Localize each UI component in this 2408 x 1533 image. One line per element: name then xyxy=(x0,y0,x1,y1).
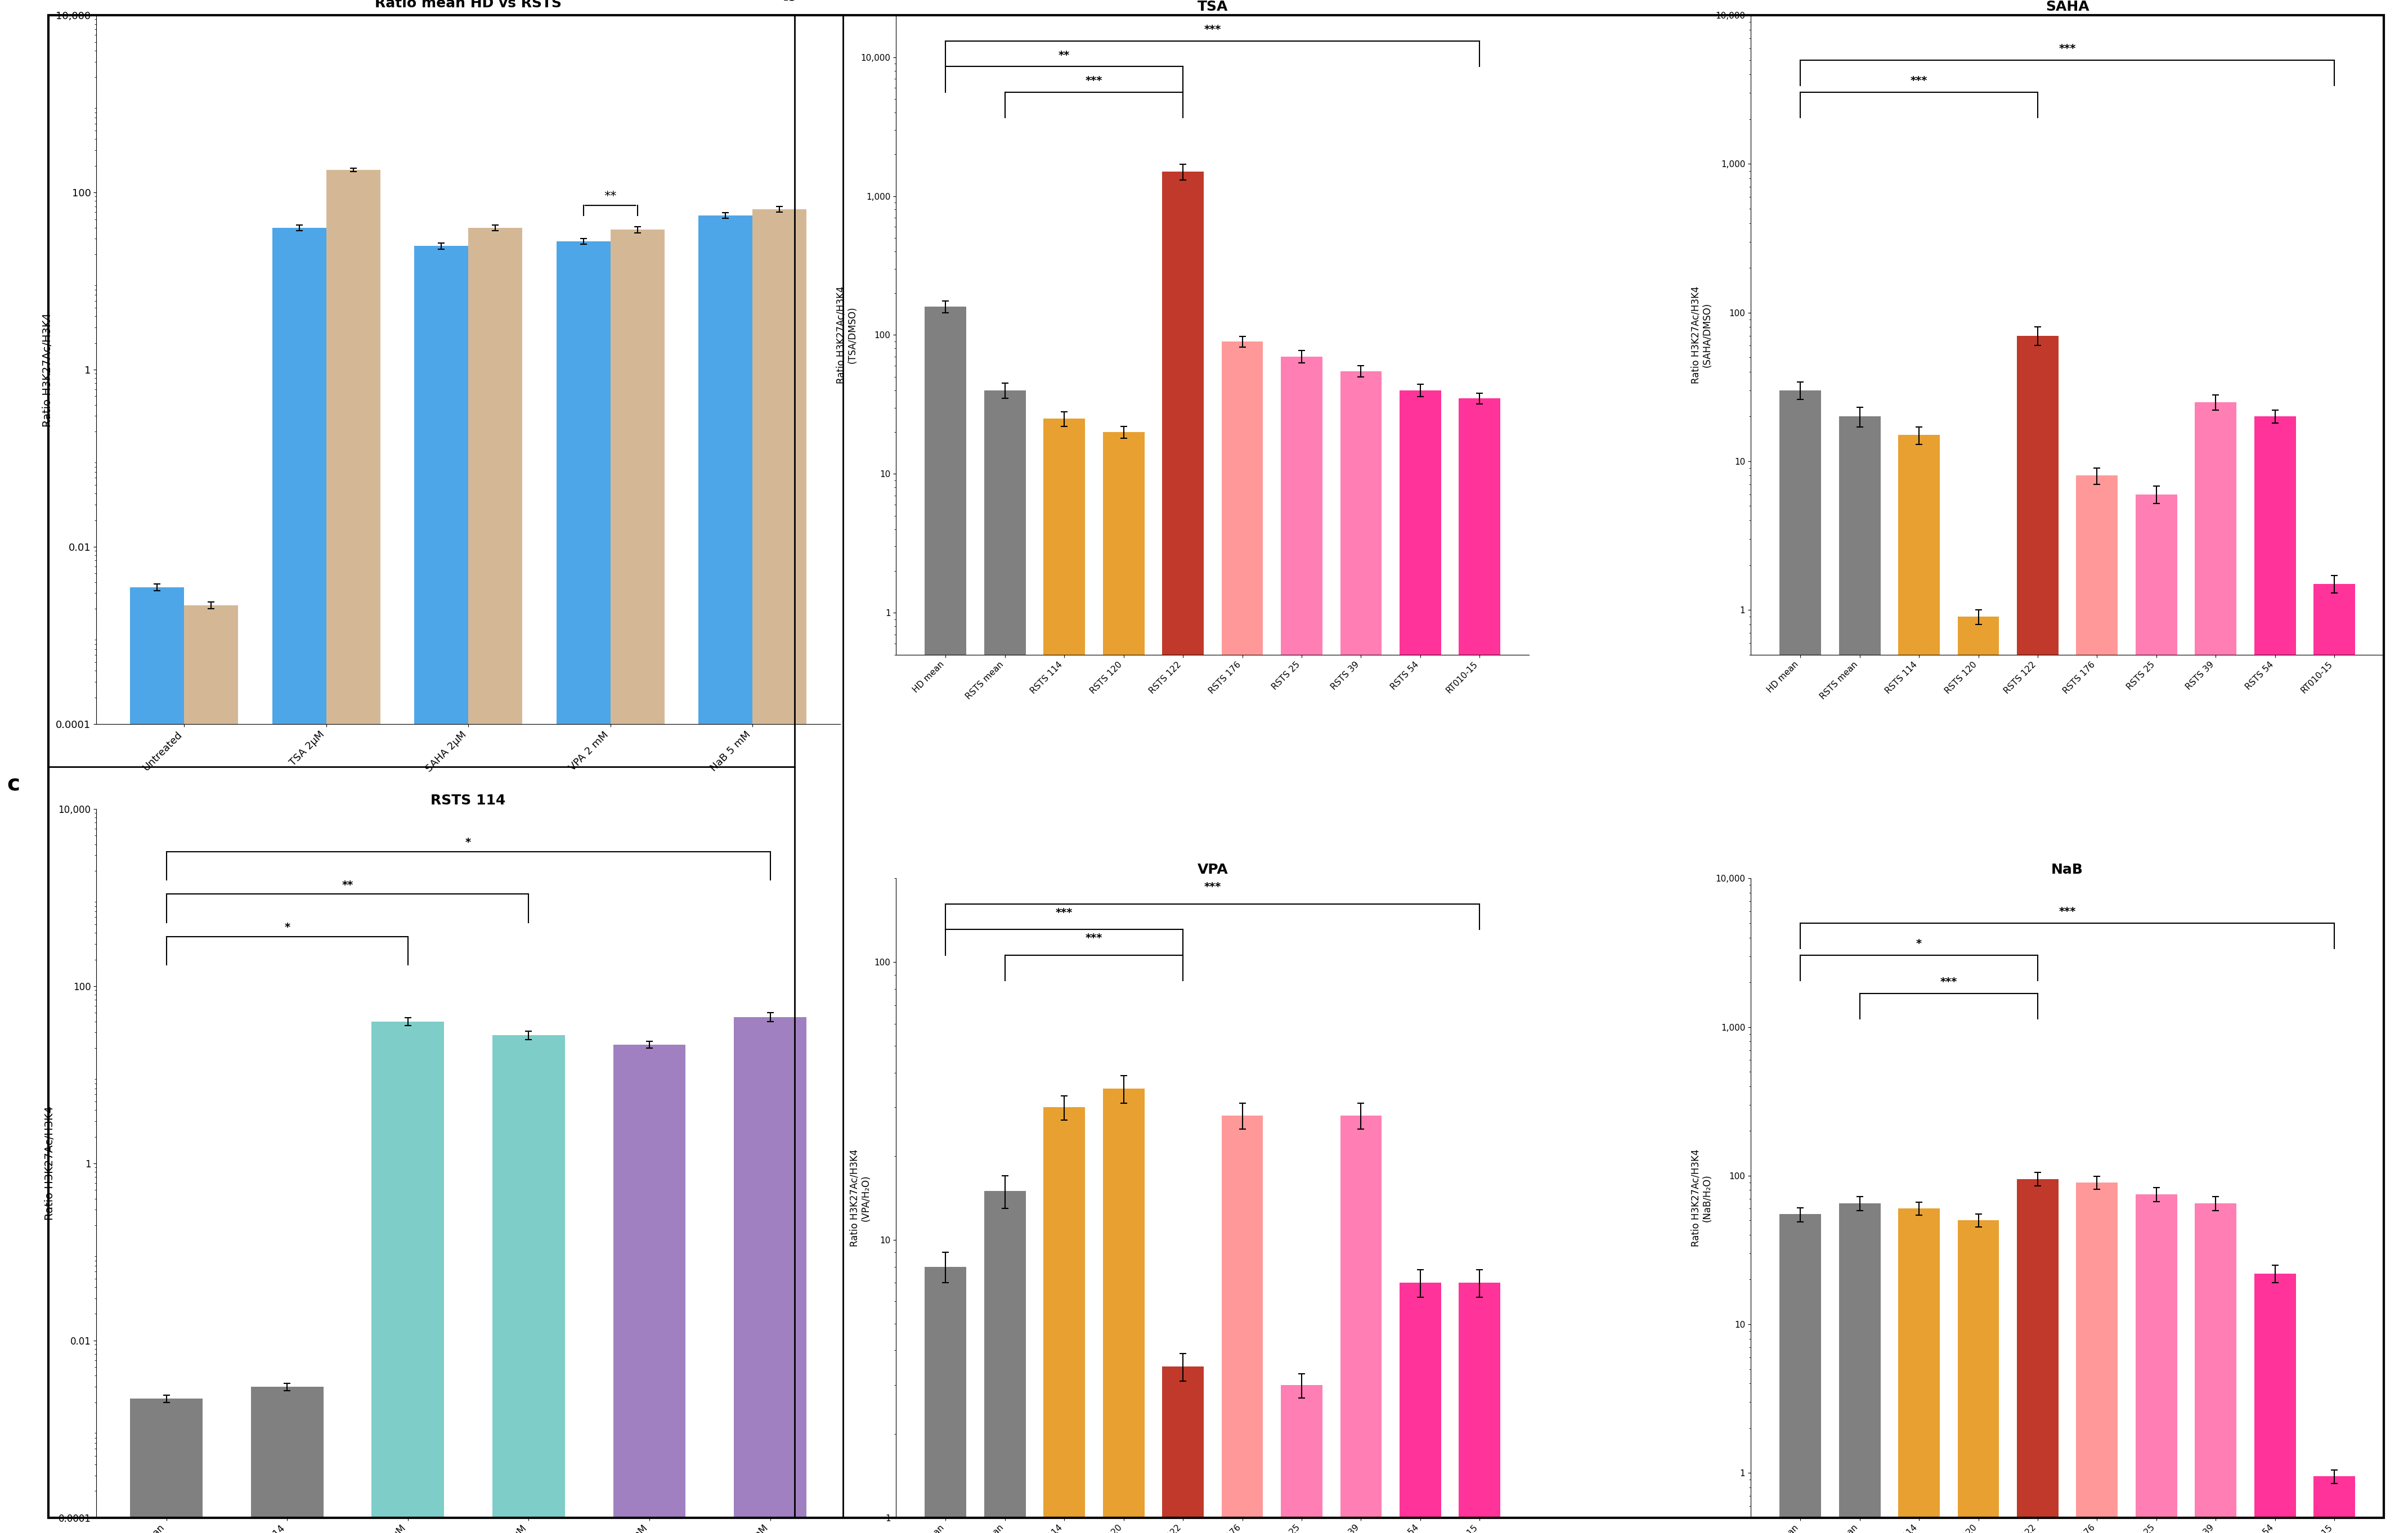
Bar xyxy=(1459,1283,1500,1533)
Y-axis label: Ratio H3K27Ac/H3K4: Ratio H3K27Ac/H3K4 xyxy=(41,313,53,426)
Text: *: * xyxy=(1917,938,1922,949)
Bar xyxy=(130,587,183,1533)
Bar xyxy=(325,170,380,1533)
Bar xyxy=(614,1044,686,1533)
Bar xyxy=(1958,1220,1999,1533)
Bar xyxy=(2136,1194,2177,1533)
Bar xyxy=(1840,417,1881,1533)
Bar xyxy=(985,391,1026,1533)
Bar xyxy=(1163,1366,1204,1533)
Bar xyxy=(494,1035,566,1533)
Title: SAHA: SAHA xyxy=(2044,0,2090,14)
Text: ***: *** xyxy=(2059,906,2076,917)
Text: c: c xyxy=(7,774,19,796)
Bar xyxy=(734,1016,807,1533)
Bar xyxy=(1341,1116,1382,1533)
Bar xyxy=(1043,1107,1086,1533)
Bar xyxy=(1043,419,1086,1533)
Title: RSTS 114: RSTS 114 xyxy=(431,794,506,808)
Text: ***: *** xyxy=(1055,908,1074,918)
Bar xyxy=(1780,1214,1820,1533)
Text: ***: *** xyxy=(1204,881,1221,892)
Y-axis label: Ratio H3K27Ac/H3K4
(VPA/H₂O): Ratio H3K27Ac/H3K4 (VPA/H₂O) xyxy=(850,1150,872,1246)
Text: ***: *** xyxy=(1910,75,1926,86)
Bar xyxy=(1840,1203,1881,1533)
Text: **: ** xyxy=(342,880,354,891)
Text: **: ** xyxy=(604,190,616,202)
Bar xyxy=(183,606,238,1533)
Text: ***: *** xyxy=(1086,934,1103,944)
Title: NaB: NaB xyxy=(2052,863,2083,877)
Bar xyxy=(609,230,665,1533)
Text: ***: *** xyxy=(2059,43,2076,54)
Bar xyxy=(250,1387,323,1533)
Bar xyxy=(130,1398,202,1533)
Bar xyxy=(2254,417,2295,1533)
Bar xyxy=(985,1191,1026,1533)
Bar xyxy=(1221,342,1264,1533)
Text: **: ** xyxy=(1060,51,1069,61)
Text: ***: *** xyxy=(1086,75,1103,86)
Bar xyxy=(1399,391,1440,1533)
Text: b: b xyxy=(783,0,797,5)
Bar xyxy=(2314,1476,2355,1533)
Y-axis label: Ratio H3K27Ac/H3K4
(NaB/H₂O): Ratio H3K27Ac/H3K4 (NaB/H₂O) xyxy=(1690,1150,1712,1246)
Bar xyxy=(925,1266,966,1533)
Bar xyxy=(1281,357,1322,1533)
Text: ***: *** xyxy=(1204,25,1221,35)
Bar xyxy=(1281,1386,1322,1533)
Bar xyxy=(2018,336,2059,1533)
Bar xyxy=(2018,1179,2059,1533)
Title: VPA: VPA xyxy=(1197,863,1228,877)
Bar xyxy=(698,216,751,1533)
Bar xyxy=(1341,371,1382,1533)
Bar xyxy=(2076,475,2117,1533)
Bar xyxy=(2196,402,2237,1533)
Bar xyxy=(1103,432,1144,1533)
Bar xyxy=(751,208,807,1533)
Bar xyxy=(1163,172,1204,1533)
Bar xyxy=(1898,1208,1941,1533)
Bar xyxy=(2254,1274,2295,1533)
Bar xyxy=(414,245,467,1533)
Bar xyxy=(1103,1088,1144,1533)
Bar xyxy=(1898,435,1941,1533)
Bar xyxy=(1958,616,1999,1533)
Bar xyxy=(1459,399,1500,1533)
Text: *: * xyxy=(465,837,472,848)
Bar xyxy=(467,228,523,1533)
Title: TSA: TSA xyxy=(1197,0,1228,14)
Bar xyxy=(272,228,325,1533)
Bar xyxy=(1221,1116,1264,1533)
Bar xyxy=(2076,1182,2117,1533)
Title: Ratio mean HD vs RSTS: Ratio mean HD vs RSTS xyxy=(376,0,561,11)
Bar xyxy=(2196,1203,2237,1533)
Bar xyxy=(925,307,966,1533)
Text: *: * xyxy=(284,923,289,934)
Bar xyxy=(2314,584,2355,1533)
Bar xyxy=(1780,391,1820,1533)
Y-axis label: Ratio H3K27Ac/H3K4
(SAHA/DMSO): Ratio H3K27Ac/H3K4 (SAHA/DMSO) xyxy=(1690,287,1712,383)
Text: ***: *** xyxy=(1941,977,1958,987)
Bar xyxy=(1399,1283,1440,1533)
Y-axis label: Ratio H3K27Ac/H3K4: Ratio H3K27Ac/H3K4 xyxy=(43,1107,55,1220)
Y-axis label: Ratio H3K27Ac/H3K4
(TSA/DMSO): Ratio H3K27Ac/H3K4 (TSA/DMSO) xyxy=(836,287,857,383)
Bar xyxy=(2136,494,2177,1533)
Bar xyxy=(371,1021,443,1533)
Bar xyxy=(556,242,609,1533)
